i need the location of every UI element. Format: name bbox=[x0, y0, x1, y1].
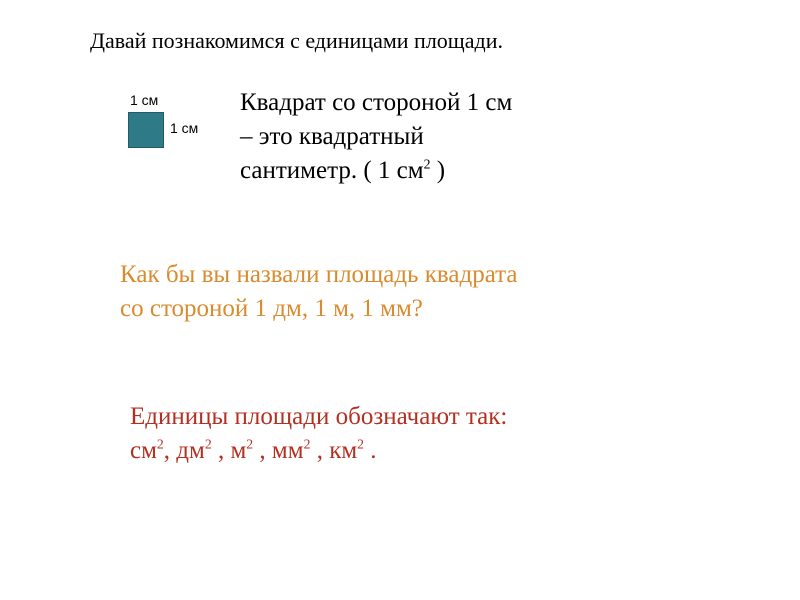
u5-sup: 2 bbox=[357, 436, 364, 451]
definition-line2: – это квадратный bbox=[240, 123, 424, 150]
u1-sup: 2 bbox=[157, 436, 164, 451]
u1-sep: , bbox=[164, 437, 177, 464]
u2: дм bbox=[176, 437, 205, 464]
u5: км bbox=[329, 437, 357, 464]
definition-line3-prefix: сантиметр. ( 1 см bbox=[240, 157, 424, 184]
definition-text: Квадрат со стороной 1 см – это квадратны… bbox=[240, 86, 720, 187]
question-text: Как бы вы назвали площадь квадрата со ст… bbox=[120, 258, 720, 326]
slide: Давай познакомимся с единицами площади. … bbox=[0, 0, 800, 600]
u2-sep: , bbox=[212, 437, 231, 464]
u4: мм bbox=[272, 437, 304, 464]
question-line1: Как бы вы назвали площадь квадрата bbox=[120, 261, 518, 288]
units-heading: Единицы площади обозначают так: bbox=[130, 403, 507, 430]
u2-sup: 2 bbox=[205, 436, 212, 451]
square-top-label: 1 см bbox=[130, 92, 158, 108]
definition-line1: Квадрат со стороной 1 см bbox=[240, 89, 512, 116]
unit-square bbox=[128, 112, 164, 148]
u3: м bbox=[230, 437, 246, 464]
square-right-label: 1 см bbox=[170, 120, 198, 136]
u5-sep: . bbox=[364, 437, 377, 464]
u1: см bbox=[130, 437, 157, 464]
question-line2: со стороной 1 дм, 1 м, 1 мм? bbox=[120, 295, 423, 322]
u3-sep: , bbox=[253, 437, 272, 464]
square-diagram: 1 см 1 см bbox=[110, 92, 230, 172]
slide-title: Давай познакомимся с единицами площади. bbox=[90, 28, 740, 54]
units-text: Единицы площади обозначают так: см2, дм2… bbox=[130, 400, 720, 468]
u4-sep: , bbox=[310, 437, 329, 464]
definition-line3-suffix: ) bbox=[430, 157, 445, 184]
